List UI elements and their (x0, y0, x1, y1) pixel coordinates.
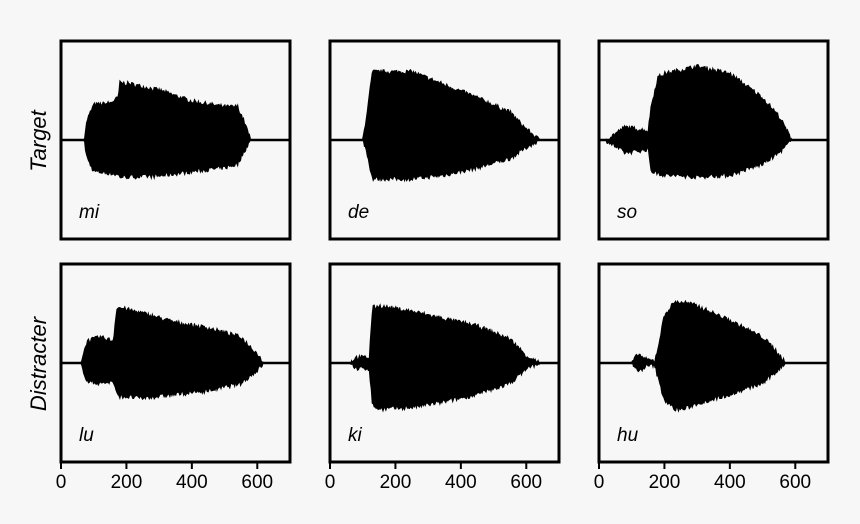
x-tick-label: 0 (594, 472, 605, 493)
panels: mi de so lu 0 200 400 600 ki 0 200 400 600 hu 0 200 400 6… (56, 39, 830, 493)
x-tick-label: 600 (241, 472, 273, 493)
panel-so: so (597, 39, 830, 241)
x-tick-label: 400 (445, 472, 477, 493)
panel-ki: ki 0 200 400 600 (325, 262, 561, 493)
x-tick-label: 0 (56, 472, 67, 493)
row-label-target: Target (26, 109, 51, 171)
x-tick-label: 200 (111, 472, 143, 493)
waveform-so (599, 64, 828, 180)
panel-de: de (328, 39, 561, 241)
row-label-distracter: Distracter (26, 315, 51, 411)
waveform-lu (61, 305, 290, 401)
panel-label-so: so (617, 202, 637, 223)
x-tick-label: 0 (325, 472, 336, 493)
panel-label-hu: hu (617, 425, 639, 446)
panel-lu: lu 0 200 400 600 (56, 262, 292, 493)
panel-hu: hu 0 200 400 600 (594, 262, 830, 493)
x-tick-label: 600 (510, 472, 542, 493)
x-tick-label: 200 (649, 472, 681, 493)
panel-mi: mi (59, 39, 292, 241)
x-tick-label: 400 (714, 472, 746, 493)
waveform-mi (61, 79, 290, 181)
panel-label-mi: mi (79, 202, 100, 223)
panel-label-lu: lu (79, 425, 94, 446)
waveform-hu (599, 299, 828, 413)
panel-label-de: de (348, 202, 369, 223)
waveform-de (330, 68, 559, 183)
x-tick-label: 200 (380, 472, 412, 493)
x-tick-label: 600 (779, 472, 811, 493)
waveform-ki (330, 303, 559, 413)
panel-label-ki: ki (348, 425, 363, 446)
x-tick-label: 400 (176, 472, 208, 493)
